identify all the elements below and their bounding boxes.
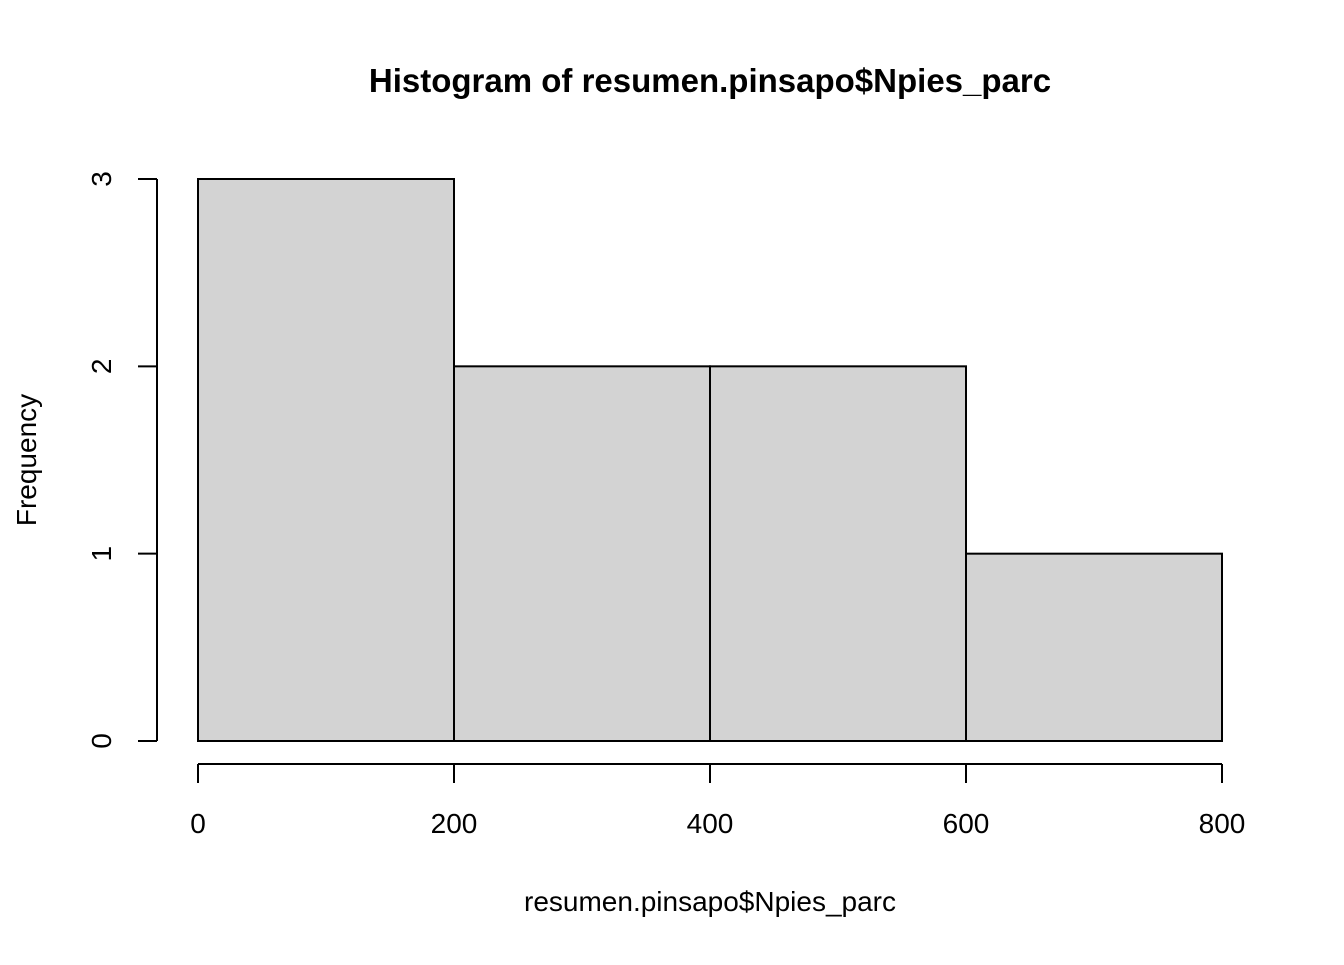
y-tick-label: 1 <box>86 546 117 562</box>
x-tick-label: 200 <box>431 808 478 839</box>
x-axis: 0 200 400 600 800 <box>190 763 1246 839</box>
y-tick-label: 3 <box>86 171 117 187</box>
chart-title: Histogram of resumen.pinsapo$Npies_parc <box>369 62 1051 99</box>
histogram-bar-4 <box>965 552 1223 743</box>
y-tick-label: 0 <box>86 733 117 749</box>
histogram-bar-3 <box>709 365 967 742</box>
x-tick-label: 400 <box>687 808 734 839</box>
x-tick-label: 0 <box>190 808 206 839</box>
histogram-bar-1 <box>197 178 455 742</box>
y-axis-label: Frequency <box>11 394 42 526</box>
x-tick-label: 600 <box>943 808 990 839</box>
y-axis: 0 1 2 3 <box>86 171 158 749</box>
x-tick-label: 800 <box>1199 808 1246 839</box>
y-tick-label: 2 <box>86 359 117 375</box>
bars-layer <box>197 178 1223 743</box>
x-axis-label: resumen.pinsapo$Npies_parc <box>524 886 896 917</box>
histogram-bar-2 <box>453 365 711 742</box>
